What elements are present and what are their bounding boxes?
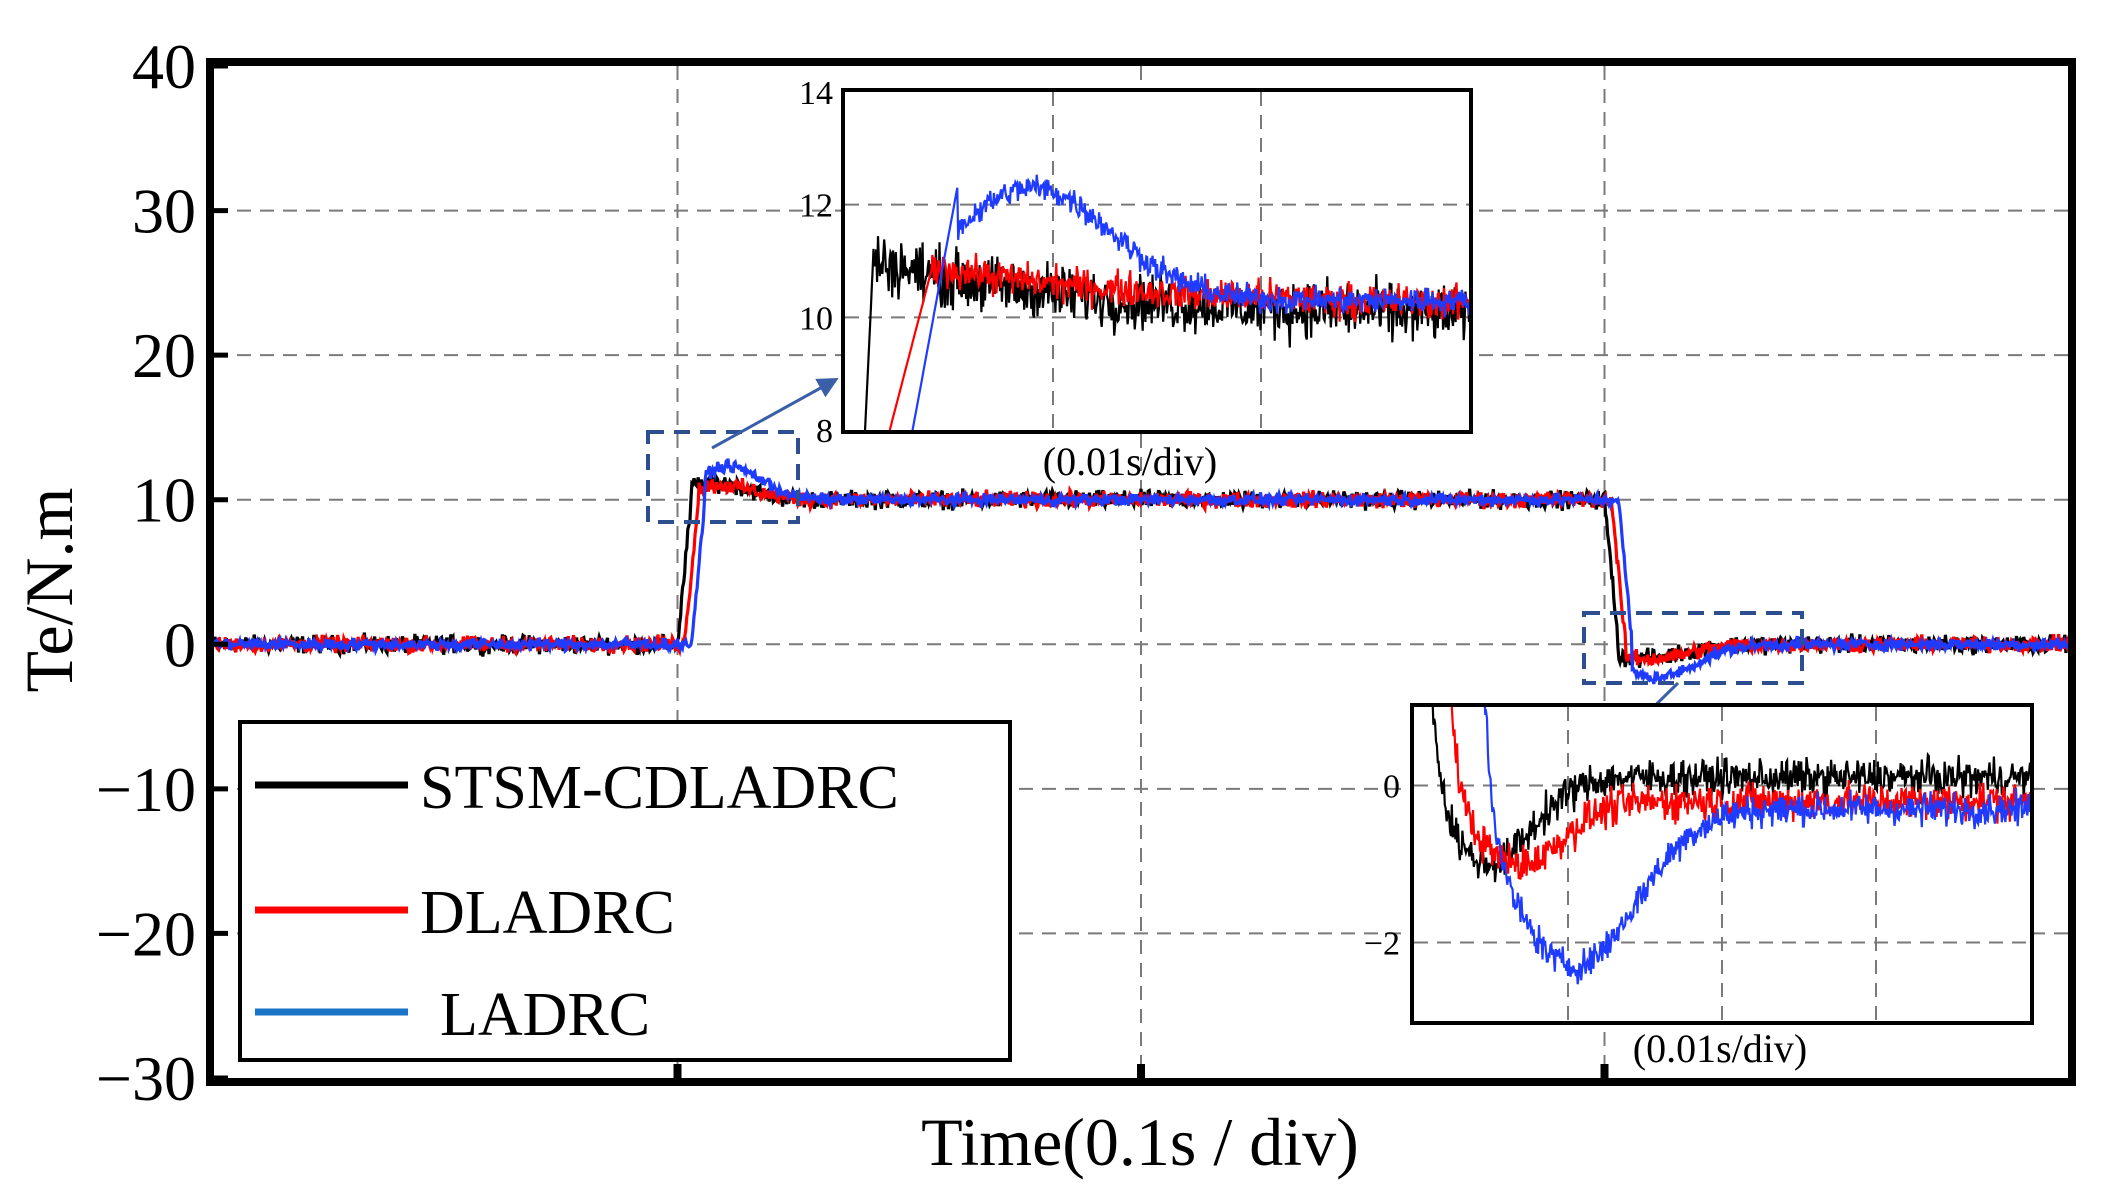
inset-load-frame bbox=[841, 88, 1473, 434]
inset-load-y-tick-label: 8 bbox=[816, 413, 833, 450]
inset-load-series-dladrc bbox=[888, 252, 1469, 430]
main-series-ladrc bbox=[213, 458, 2070, 685]
inset-unload-x-label: (0.01s/div) bbox=[1633, 1026, 1807, 1071]
main-plot-area bbox=[212, 458, 2070, 685]
main-x-ticks bbox=[673, 1064, 1609, 1082]
inset-unload-y-tick-label: 0 bbox=[1383, 769, 1400, 806]
main-y-tick-label: 10 bbox=[132, 465, 196, 536]
y-axis-title: Te/N.m bbox=[11, 488, 87, 693]
legend-box bbox=[238, 720, 1012, 1062]
inset-unload-frame bbox=[1410, 703, 2034, 1025]
main-y-tick-label: −10 bbox=[96, 754, 196, 825]
main-y-tick-label: 20 bbox=[132, 320, 196, 391]
inset-load-plot bbox=[863, 174, 1469, 430]
inset-unload-series-ladrc bbox=[1483, 707, 2030, 985]
inset-unload-plot bbox=[1431, 707, 2030, 985]
zoom-box-unload-step bbox=[1582, 611, 1804, 685]
inset-load-y-tick-label: 14 bbox=[799, 75, 833, 112]
zoom-box-load-step bbox=[646, 430, 800, 524]
legend-label-stsm: STSM-CDLADRC bbox=[420, 754, 899, 822]
inset-load-series-ladrc bbox=[911, 174, 1469, 430]
inset-unload-y-ticks: 0 −2 bbox=[1364, 769, 1400, 963]
callout-arrow-load bbox=[711, 377, 839, 450]
main-y-tick-label: −20 bbox=[96, 898, 196, 969]
inset-load-x-label: (0.01s/div) bbox=[1043, 439, 1217, 484]
main-y-tick-label: 0 bbox=[164, 609, 196, 680]
inset-load-y-ticks: 14 12 10 8 bbox=[799, 75, 833, 450]
inset-unload-series-dladrc bbox=[1450, 707, 2030, 880]
legend: STSM-CDLADRC DLADRC LADRC bbox=[238, 720, 1012, 1062]
main-y-tick-label: 30 bbox=[132, 176, 196, 247]
main-y-tick-label: 40 bbox=[132, 31, 196, 102]
main-y-tick-label: −30 bbox=[96, 1043, 196, 1114]
inset-load-y-tick-label: 12 bbox=[799, 188, 833, 225]
legend-label-ladrc: LADRC bbox=[440, 981, 650, 1049]
legend-label-dladrc: DLADRC bbox=[420, 879, 675, 947]
x-axis-title: Time(0.1s / div) bbox=[921, 1104, 1359, 1180]
inset-unload-y-tick-label: −2 bbox=[1364, 926, 1400, 963]
inset-load-y-tick-label: 10 bbox=[799, 300, 833, 337]
inset-load-background bbox=[843, 90, 1471, 432]
main-series-stsm bbox=[212, 471, 2070, 669]
main-y-ticks: 40 30 20 10 0 −10 −20 −30 bbox=[96, 31, 228, 1114]
inset-unload-series-stsm bbox=[1431, 707, 2030, 883]
